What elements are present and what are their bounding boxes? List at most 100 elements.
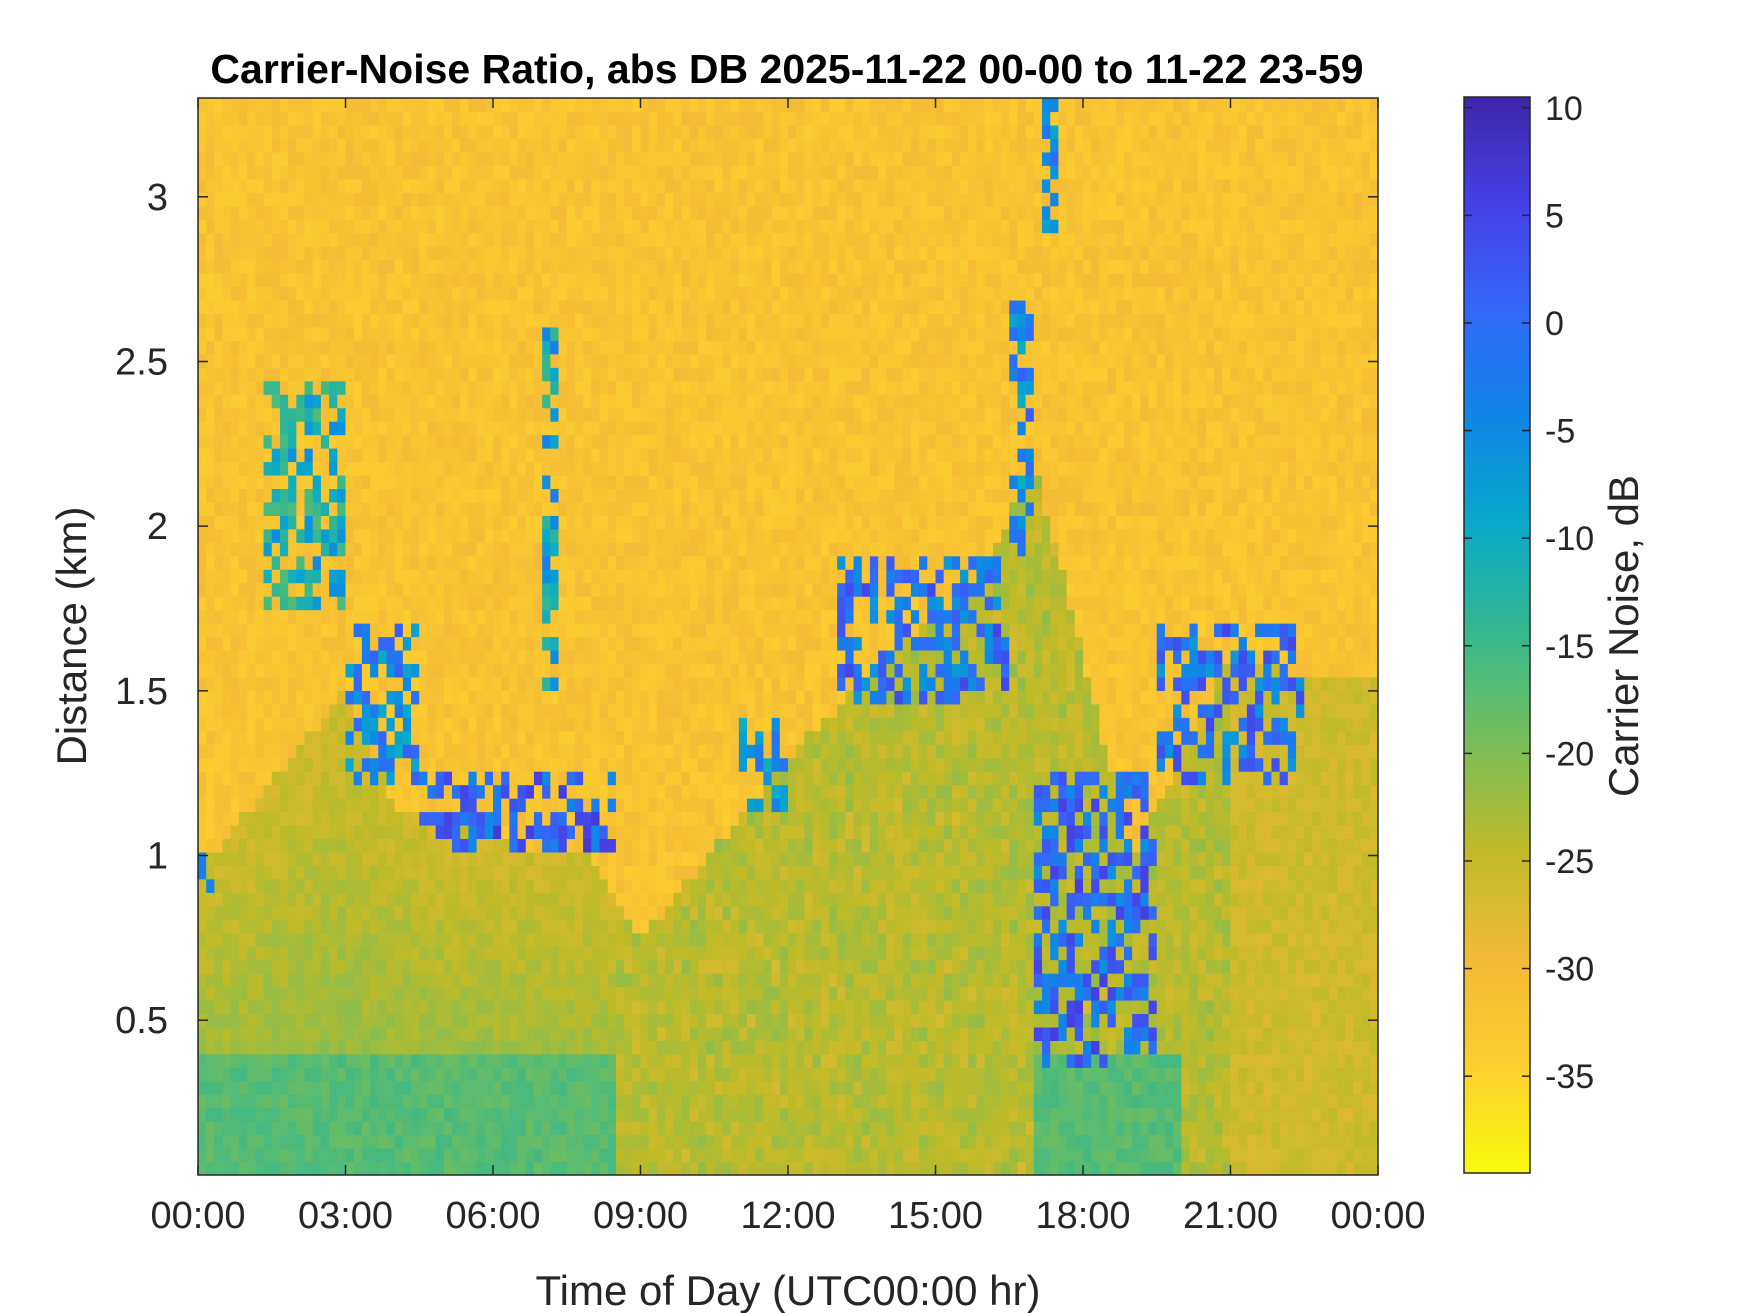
heatmap-cell [312, 932, 322, 947]
heatmap-cell [640, 474, 650, 490]
heatmap-cell [206, 932, 215, 947]
heatmap-cell [648, 946, 658, 961]
heatmap-cell [665, 569, 674, 584]
heatmap-cell [378, 299, 388, 314]
heatmap-cell [394, 784, 404, 799]
heatmap-cell [345, 165, 355, 180]
heatmap-cell [525, 1067, 535, 1082]
heatmap-cell [648, 259, 658, 274]
heatmap-cell [607, 744, 617, 759]
heatmap-cell [443, 676, 453, 691]
heatmap-cell [378, 178, 388, 193]
heatmap-cell [435, 178, 445, 193]
heatmap-cell [263, 865, 273, 880]
heatmap-cell [320, 636, 330, 651]
heatmap-cell [386, 784, 396, 799]
heatmap-cell [198, 1080, 207, 1095]
heatmap-cell [230, 582, 240, 597]
heatmap-cell [484, 407, 494, 422]
heatmap-cell [394, 407, 404, 422]
heatmap-cell [533, 959, 543, 974]
heatmap-cell [255, 1053, 265, 1068]
heatmap-cell [386, 434, 396, 449]
chart-title: Carrier-Noise Ratio, abs DB 2025-11-22 0… [210, 46, 1363, 92]
heatmap-cell [517, 151, 527, 166]
heatmap-cell [566, 178, 576, 193]
heatmap-cell [353, 326, 363, 341]
heatmap-cell [402, 596, 412, 611]
heatmap-cell [279, 569, 289, 584]
heatmap-cell [566, 340, 576, 355]
heatmap-cell [533, 798, 543, 813]
heatmap-cell [550, 717, 560, 732]
heatmap-cell [558, 892, 568, 907]
heatmap-cell [402, 205, 412, 220]
heatmap-cell [304, 353, 314, 368]
heatmap-cell [214, 555, 224, 570]
heatmap-cell [443, 394, 453, 409]
heatmap-cell [296, 865, 306, 880]
heatmap-cell [681, 138, 691, 153]
heatmap-cell [320, 326, 330, 341]
heatmap-cell [648, 798, 658, 813]
heatmap-cell [206, 905, 215, 920]
heatmap-cell [378, 838, 388, 853]
heatmap-cell [312, 313, 322, 328]
heatmap-cell [656, 246, 666, 261]
heatmap-cell [394, 771, 404, 786]
heatmap-cell [542, 192, 551, 207]
heatmap-cell [665, 838, 674, 853]
heatmap-cell [361, 1013, 371, 1028]
heatmap-cell [361, 528, 371, 543]
heatmap-cell [542, 690, 551, 705]
heatmap-cell [656, 299, 666, 314]
heatmap-cell [329, 421, 338, 436]
heatmap-cell [648, 892, 658, 907]
heatmap-cell [378, 1053, 388, 1068]
heatmap-cell [337, 919, 347, 934]
heatmap-cell [697, 973, 707, 988]
heatmap-cell [411, 717, 420, 732]
heatmap-cell [640, 878, 650, 893]
heatmap-cell [345, 380, 355, 395]
heatmap-cell [673, 623, 683, 638]
heatmap-cell [681, 461, 691, 476]
heatmap-cell [222, 838, 232, 853]
heatmap-cell [460, 744, 470, 759]
heatmap-cell [697, 649, 707, 665]
heatmap-cell [509, 246, 519, 261]
heatmap-cell [484, 959, 494, 974]
heatmap-cell [320, 555, 330, 570]
heatmap-cell [697, 919, 707, 934]
heatmap-cell [640, 932, 650, 947]
heatmap-cell [271, 124, 281, 139]
heatmap-cell [288, 421, 297, 436]
heatmap-cell [673, 717, 683, 732]
heatmap-cell [206, 555, 215, 570]
heatmap-cell [279, 932, 289, 947]
heatmap-cell [247, 1148, 256, 1163]
heatmap-cell [558, 838, 568, 853]
heatmap-cell [476, 501, 486, 516]
heatmap-cell [476, 542, 486, 557]
heatmap-cell [566, 569, 576, 584]
heatmap-cell [361, 448, 371, 463]
heatmap-cell [484, 1094, 494, 1109]
heatmap-cell [533, 353, 543, 368]
heatmap-cell [386, 353, 396, 368]
heatmap-cell [361, 919, 371, 934]
heatmap-cell [468, 232, 478, 247]
heatmap-cell [247, 407, 256, 422]
heatmap-cell [640, 501, 650, 516]
heatmap-cell [443, 609, 453, 624]
heatmap-cell [329, 138, 338, 153]
heatmap-cell [206, 811, 215, 826]
heatmap-cell [312, 1161, 322, 1175]
heatmap-cell [517, 663, 527, 678]
heatmap-cell [222, 582, 232, 597]
heatmap-cell [386, 1040, 396, 1055]
heatmap-cell [517, 676, 527, 691]
heatmap-cell [198, 1148, 207, 1163]
heatmap-cell [345, 259, 355, 274]
heatmap-cell [689, 380, 699, 395]
